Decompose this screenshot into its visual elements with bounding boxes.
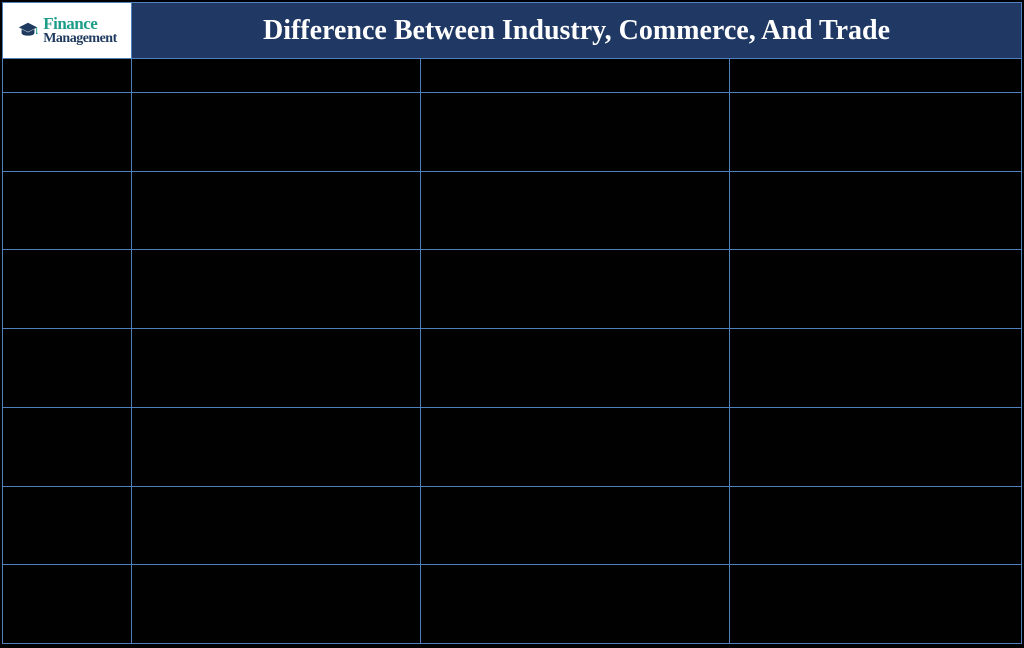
table-cell [3,59,132,92]
table-cell [132,487,421,565]
header-row: Finance Management Difference Between In… [3,3,1021,59]
table-row [3,408,1021,487]
table-cell [421,59,730,92]
table-body [3,59,1021,643]
table-cell [730,59,1021,92]
table-cell [3,408,132,486]
page-title: Difference Between Industry, Commerce, A… [263,15,890,47]
title-cell: Difference Between Industry, Commerce, A… [132,3,1021,58]
brand-name-top: Finance [43,15,117,32]
table-row [3,172,1021,251]
table-cell [421,93,730,171]
table-cell [3,250,132,328]
table-cell [730,250,1021,328]
table-cell [421,408,730,486]
table-row [3,93,1021,172]
table-cell [3,172,132,250]
table-cell [421,172,730,250]
table-cell [132,329,421,407]
table-cell [421,565,730,643]
graduation-cap-icon [17,20,39,42]
table-cell [3,329,132,407]
table-cell [730,329,1021,407]
table-cell [421,487,730,565]
table-cell [730,487,1021,565]
table-cell [730,172,1021,250]
table-cell [132,93,421,171]
table-cell [132,408,421,486]
table-row [3,565,1021,643]
table-cell [421,329,730,407]
table-cell [730,93,1021,171]
brand-logo: Finance Management [17,15,117,46]
table-cell [730,408,1021,486]
table-cell [132,250,421,328]
table-cell [421,250,730,328]
table-subheader-row [3,59,1021,93]
table-row [3,250,1021,329]
table-cell [730,565,1021,643]
table-cell [132,59,421,92]
table-row [3,329,1021,408]
table-cell [3,565,132,643]
table-row [3,487,1021,566]
table-cell [3,93,132,171]
brand-name: Finance Management [43,15,117,46]
comparison-table: Finance Management Difference Between In… [2,2,1022,644]
table-cell [3,487,132,565]
table-cell [132,565,421,643]
table-cell [132,172,421,250]
logo-cell: Finance Management [3,3,132,58]
brand-name-bottom: Management [43,32,117,46]
